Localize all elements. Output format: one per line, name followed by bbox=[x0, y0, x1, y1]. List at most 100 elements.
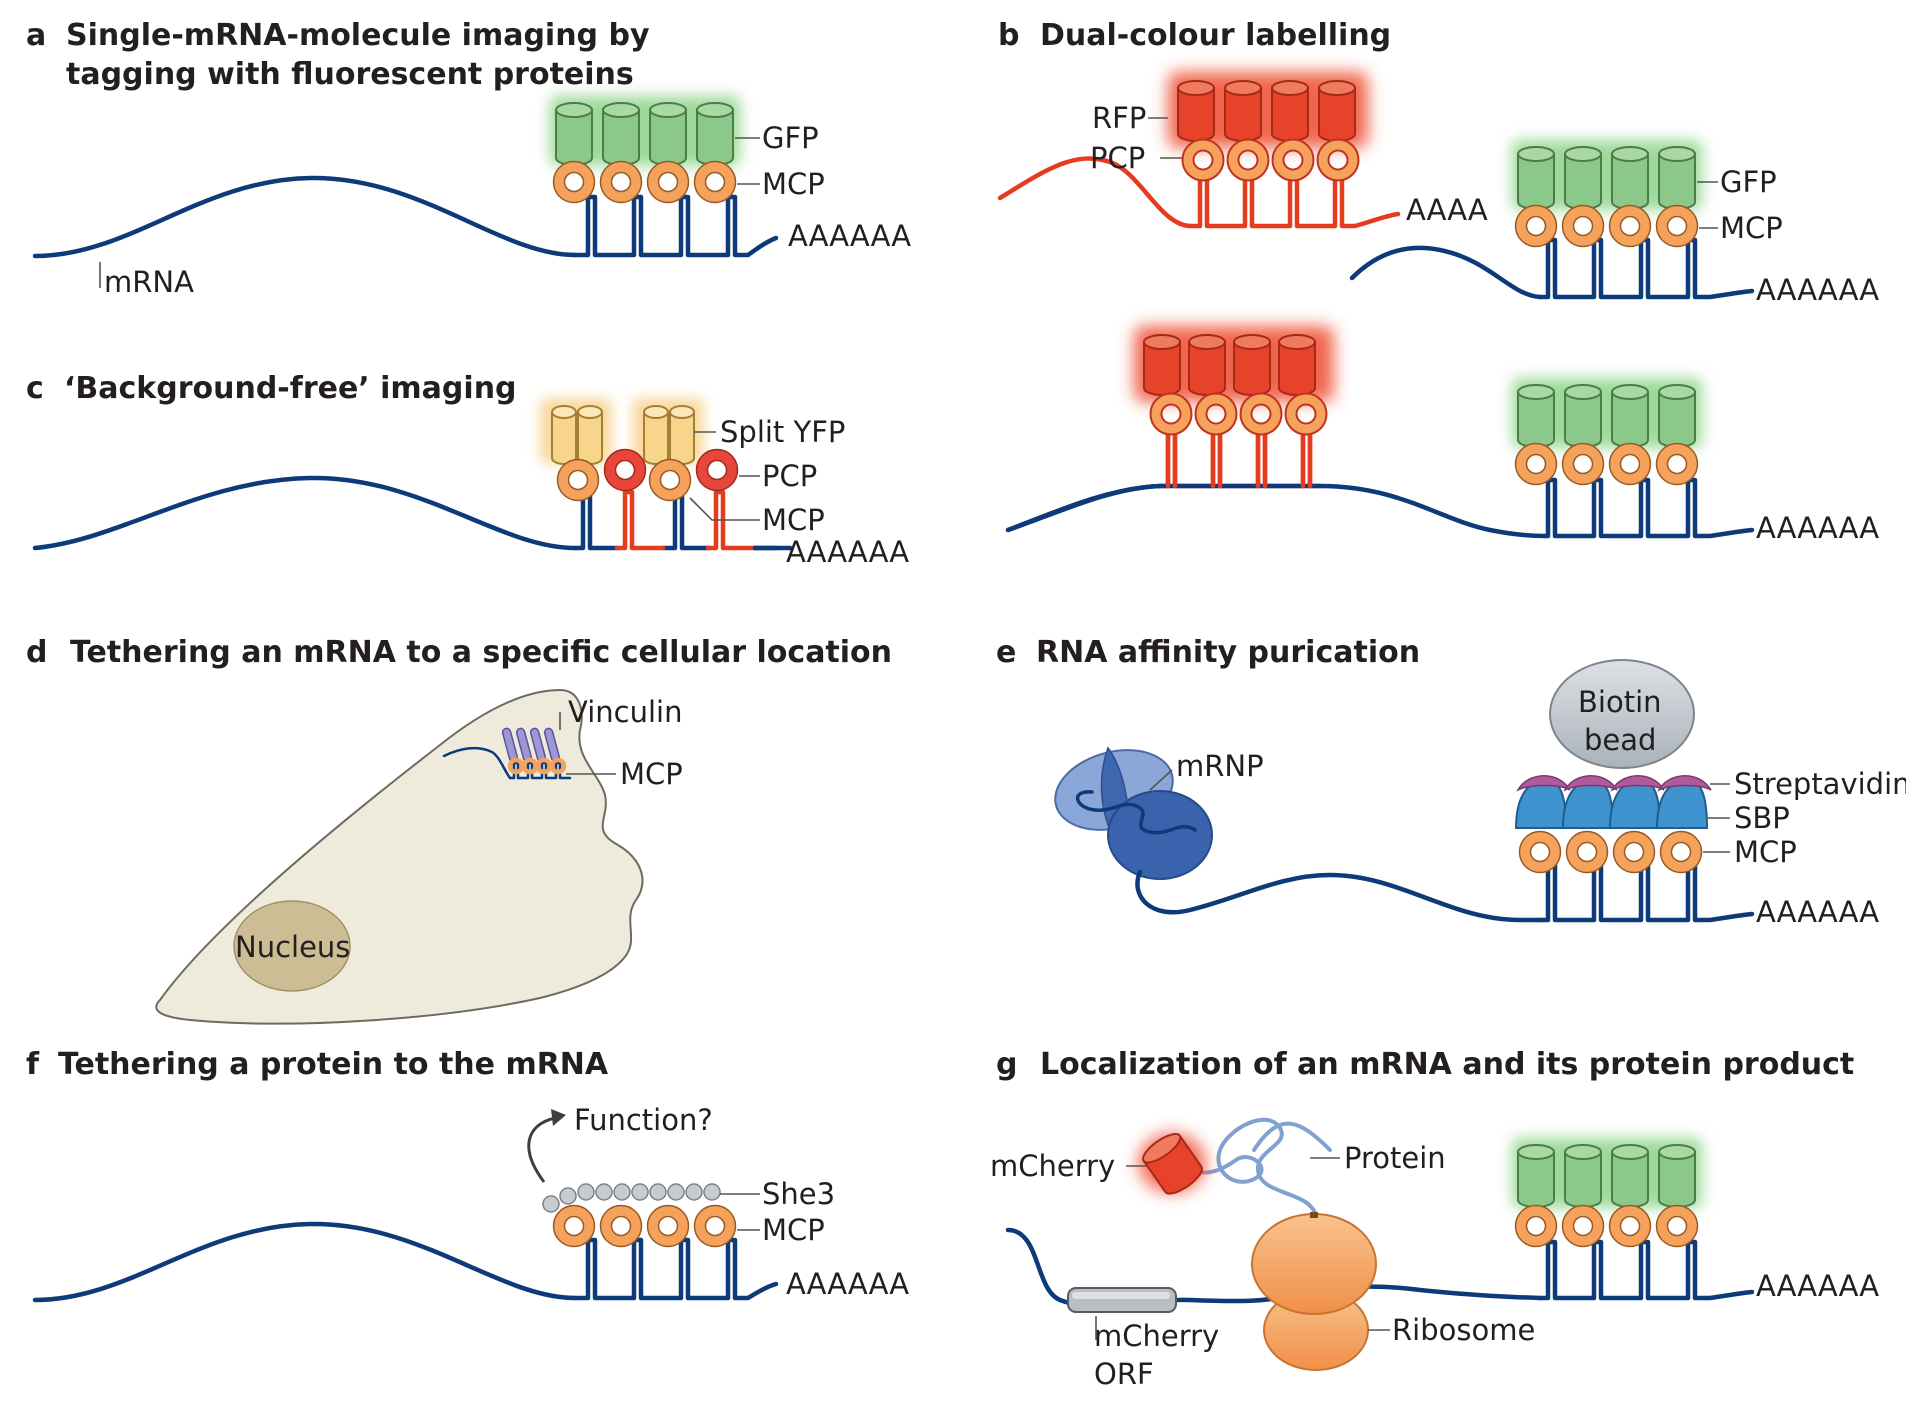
biotin-bead bbox=[1549, 659, 1695, 769]
red-stem-loop-array bbox=[1187, 175, 1401, 229]
cell-body bbox=[155, 688, 644, 1025]
panel-b-letter: b bbox=[998, 18, 1019, 53]
mcp-ring-outline-g bbox=[1514, 1204, 1699, 1248]
mcp-ring-outline bbox=[552, 160, 737, 204]
mrna-strand-f bbox=[32, 1221, 578, 1303]
panel-c: c ‘Background-free’ imaging bbox=[26, 371, 909, 569]
stem-loop-red-c bbox=[614, 489, 758, 551]
panel-b: b Dual-colour labelling bbox=[997, 18, 1879, 545]
gfp-glow-b1 bbox=[1512, 140, 1702, 210]
mrna-strand-c bbox=[32, 475, 578, 551]
label-sbp: SBP bbox=[1734, 801, 1790, 835]
panel-g-title: Localization of an mRNA and its protein … bbox=[1040, 1047, 1854, 1082]
sbp-tags bbox=[1514, 778, 1709, 829]
panel-a-title-line2: tagging with fluorescent proteins bbox=[66, 57, 634, 92]
label-mcp-b: MCP bbox=[1720, 211, 1783, 245]
stem-loop-array-e bbox=[1537, 861, 1755, 923]
label-nucleus: Nucleus bbox=[235, 930, 350, 964]
split-yfp-tags bbox=[551, 405, 695, 465]
mcherry-barrel bbox=[1142, 1133, 1204, 1195]
label-polya-b2: AAAAAA bbox=[1756, 511, 1879, 545]
label-protein: Protein bbox=[1344, 1141, 1446, 1175]
label-mcp-e: MCP bbox=[1734, 835, 1797, 869]
label-mcp-d: MCP bbox=[620, 757, 683, 791]
pcp-rings bbox=[1182, 139, 1359, 181]
panel-f: f Tethering a protein to the mRNA bbox=[26, 1047, 909, 1303]
panel-e-letter: e bbox=[996, 635, 1016, 670]
red-stem-loop-overlay bbox=[1165, 429, 1313, 489]
mcp-pcp-rings-c bbox=[557, 449, 738, 501]
mrna-strand-d bbox=[442, 746, 512, 780]
mcp-ring-outline-b2 bbox=[1514, 442, 1699, 486]
nascent-protein bbox=[1188, 1117, 1318, 1218]
label-polya-c: AAAAAA bbox=[786, 535, 909, 569]
panel-e-title: RNA affinity purication bbox=[1036, 635, 1420, 670]
panel-g: g Localization of an mRNA and its protei… bbox=[990, 1047, 1879, 1391]
mrna-strand-g bbox=[1005, 1227, 1543, 1309]
nucleus bbox=[233, 900, 351, 992]
gfp-glow-g bbox=[1512, 1138, 1702, 1208]
streptavidin-caps bbox=[1516, 775, 1712, 792]
label-polya-b1: AAAAAA bbox=[1756, 273, 1879, 307]
panel-d-title: Tethering an mRNA to a specific cellular… bbox=[70, 635, 892, 670]
label-orf-line1: mCherry bbox=[1094, 1319, 1219, 1353]
label-mrna: mRNA bbox=[104, 265, 194, 299]
panel-d-letter: d bbox=[26, 635, 47, 670]
panel-e: e RNA affinity purication mRNP Biotin be… bbox=[996, 635, 1906, 929]
label-function: Function? bbox=[574, 1103, 713, 1137]
gfp-glow bbox=[550, 96, 740, 166]
label-pcp: PCP bbox=[1090, 141, 1145, 175]
gfp-tags-b1 bbox=[1517, 146, 1696, 210]
blue-mrna-strand-1 bbox=[1349, 245, 1543, 300]
stem-loop-array-f bbox=[572, 1237, 779, 1301]
mrna-strand bbox=[32, 175, 578, 259]
mcp-rings-e bbox=[1519, 831, 1702, 873]
stem-loop-array-b2 bbox=[1542, 477, 1755, 539]
label-orf-line2: ORF bbox=[1094, 1357, 1154, 1391]
mrnp-leader bbox=[1149, 769, 1173, 791]
pcp-rings-b2 bbox=[1150, 393, 1327, 435]
panel-a-title-line1: Single-mRNA-molecule imaging by bbox=[66, 18, 650, 53]
panel-g-letter: g bbox=[996, 1047, 1017, 1082]
label-bead-line1: Biotin bbox=[1578, 685, 1662, 719]
mcp-rings-b1 bbox=[1515, 205, 1698, 247]
label-ribosome: Ribosome bbox=[1392, 1313, 1535, 1347]
function-arrow bbox=[527, 1116, 556, 1183]
rfp-tags bbox=[1177, 80, 1356, 142]
blue-mrna-link-b2 bbox=[1005, 483, 1548, 539]
label-polya-short: AAAA bbox=[1406, 193, 1488, 227]
mcp-rings-b2 bbox=[1515, 443, 1698, 485]
mcp-rings-g bbox=[1515, 1205, 1698, 1247]
label-bead-line2: bead bbox=[1584, 723, 1656, 757]
she3-beads bbox=[542, 1183, 721, 1213]
panel-f-letter: f bbox=[26, 1047, 40, 1082]
label-polya-g: AAAAAA bbox=[1756, 1269, 1879, 1303]
mcp-rings-d bbox=[507, 757, 567, 775]
mcp-rings bbox=[553, 161, 736, 203]
mcp-leader-c bbox=[689, 497, 760, 521]
label-vinculin: Vinculin bbox=[568, 695, 682, 729]
mrnp-complex bbox=[1054, 746, 1213, 880]
pcp-ring-outline-b2 bbox=[1149, 392, 1328, 436]
mcherry-orf bbox=[1067, 1287, 1177, 1313]
mrna-strand-e bbox=[1135, 869, 1543, 923]
mcp-rings-f bbox=[553, 1205, 736, 1247]
gfp-glow-b2 bbox=[1512, 378, 1702, 448]
panel-d: d Tethering an mRNA to a specific cellul… bbox=[26, 635, 892, 1025]
ribosome-large-subunit bbox=[1251, 1213, 1377, 1315]
label-polya: AAAAAA bbox=[788, 219, 911, 253]
stem-loop-array-g bbox=[1537, 1239, 1755, 1301]
mcp-ring-outline-e bbox=[1518, 830, 1703, 874]
label-mcp-f: MCP bbox=[762, 1213, 825, 1247]
label-streptavidin: Streptavidin bbox=[1734, 767, 1906, 801]
red-mrna-strand bbox=[997, 156, 1193, 229]
red-stem-loop-array-b2 bbox=[1157, 429, 1323, 489]
label-gfp-b: GFP bbox=[1720, 165, 1777, 199]
stem-loop-array-b1 bbox=[1537, 237, 1755, 300]
panel-a: a Single-mRNA-molecule imaging by taggin… bbox=[26, 18, 911, 299]
mcp-ring-outline-f bbox=[552, 1204, 737, 1248]
pcp-ring-outline bbox=[1181, 138, 1360, 182]
panel-f-title: Tethering a protein to the mRNA bbox=[58, 1047, 609, 1082]
gfp-tags-b2 bbox=[1517, 384, 1696, 448]
label-polya-f: AAAAAA bbox=[786, 1267, 909, 1301]
